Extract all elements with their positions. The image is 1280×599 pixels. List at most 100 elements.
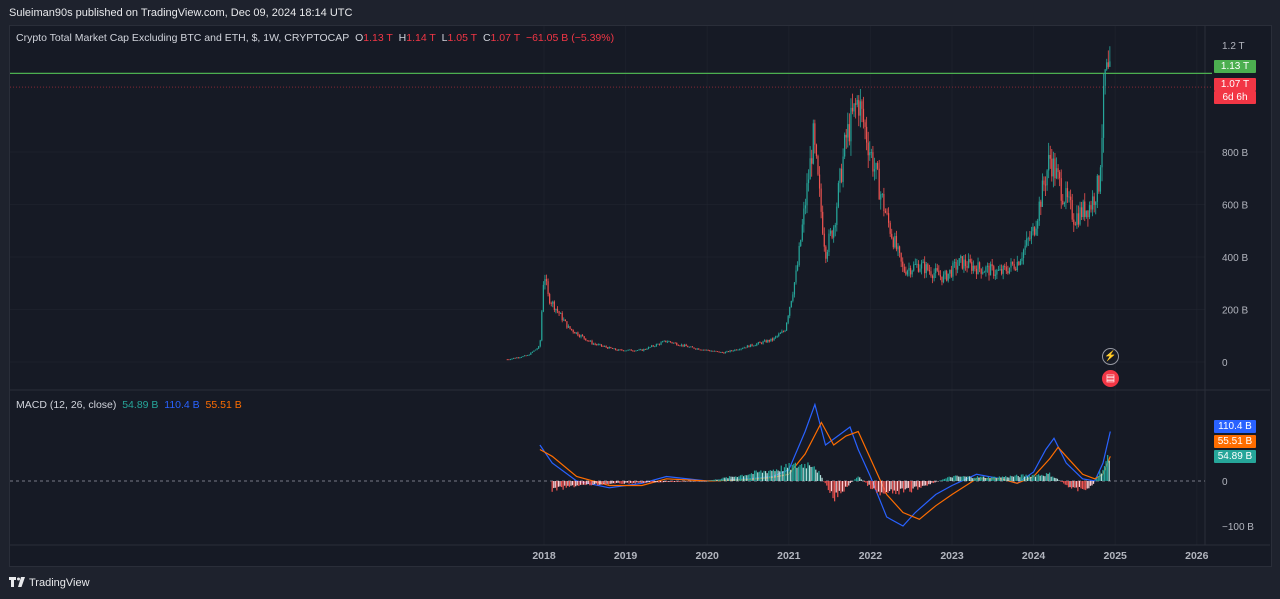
histogram-bar [667,481,669,482]
lightning-icon[interactable]: ⚡ [1102,348,1119,365]
candle [646,348,648,350]
candle [1044,184,1047,186]
histogram-bar [1102,469,1104,481]
candle [679,345,681,347]
histogram-bar [857,476,859,481]
macd-line-value: 110.4 B [164,399,200,411]
candle [1038,201,1040,221]
histogram-bar [752,474,754,481]
candle [964,259,967,267]
histogram-bar [592,481,594,485]
histogram-bar [887,481,889,493]
candle [1066,188,1069,198]
histogram-bar [639,481,641,483]
candle [536,348,538,350]
candle [847,124,849,138]
candle [897,246,899,250]
histogram-bar [768,470,770,481]
chart-pane[interactable] [9,25,1272,567]
candle [582,335,584,337]
histogram-bar [600,481,602,485]
candle [826,252,829,259]
candle [818,174,821,189]
candle [946,271,948,281]
candle [1106,62,1108,70]
histogram-bar [797,466,800,481]
candle [844,134,846,157]
candle [596,344,598,346]
candle [723,352,725,354]
candle [592,343,595,345]
histogram-bar [579,481,582,485]
flag-icon[interactable]: ▤ [1102,370,1119,387]
candle [591,340,593,345]
histogram-bar [722,477,724,481]
time-tick-label: 2021 [777,550,801,562]
signal-line [539,421,1111,520]
histogram-bar [1038,474,1040,481]
histogram-bar [947,477,949,481]
histogram-bar [888,481,891,492]
histogram-bar [612,481,614,484]
candle [556,308,559,312]
candle [1019,260,1022,266]
candle [798,245,800,266]
macd-hist-value: 54.89 B [122,399,159,411]
histogram-bar [1033,474,1035,481]
candle [928,269,931,272]
histogram-bar [614,481,616,484]
histogram-bar [961,476,963,481]
histogram-bar [929,481,931,485]
histogram-bar [994,476,996,481]
candle [525,355,527,357]
candle [933,273,935,279]
histogram-bar [914,481,916,487]
histogram-bar [644,481,646,484]
histogram-bar [559,481,561,487]
candle [602,346,604,347]
candle [1107,62,1109,67]
candle [662,341,664,343]
candle [765,340,767,343]
histogram-bar [948,476,950,481]
histogram-bar [997,477,999,481]
macd-signal-tag: 55.51 B [1214,435,1256,448]
tradingview-logo-icon [9,577,25,587]
candle [814,123,816,145]
histogram-bar [582,481,585,485]
candle [643,349,645,351]
histogram-bar [670,481,673,482]
candle [1098,175,1100,192]
candle [735,349,737,351]
candle [908,268,910,271]
candle [552,301,554,304]
histogram-bar [932,481,935,484]
histogram-bar [1044,476,1046,481]
candle [571,328,573,330]
histogram-bar [554,481,556,488]
candle [613,348,615,350]
candle [807,179,810,184]
histogram-bar [906,481,908,489]
candle [731,350,733,352]
macd-line [539,402,1111,527]
candle [870,152,872,153]
histogram-bar [915,481,917,487]
histogram-bar [854,479,856,481]
candle [549,294,551,304]
candle [663,340,665,342]
candle [699,349,701,351]
histogram-bar [821,477,823,481]
histogram-bar [805,468,807,481]
histogram-bar [557,481,560,487]
candle [837,183,839,207]
histogram-bar [848,481,850,486]
candle [625,350,628,352]
candle [1046,170,1048,186]
histogram-bar [815,469,817,481]
histogram-bar [837,481,839,498]
histogram-bar [936,481,938,482]
histogram-bar [992,476,994,481]
histogram-bar [620,481,622,484]
